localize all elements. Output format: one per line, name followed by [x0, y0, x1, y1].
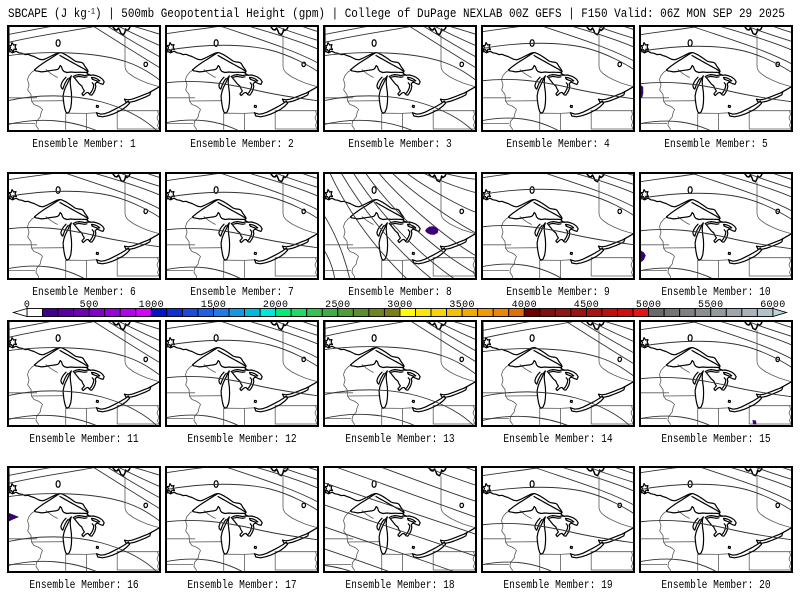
- svg-text:Ensemble Member: 11: Ensemble Member: 11: [29, 432, 138, 446]
- svg-text:5500: 5500: [698, 300, 723, 311]
- svg-text:Ensemble Member: 14: Ensemble Member: 14: [503, 432, 612, 446]
- svg-text:Ensemble Member: 10: Ensemble Member: 10: [661, 285, 770, 299]
- svg-text:Ensemble Member: 4: Ensemble Member: 4: [506, 137, 610, 151]
- svg-text:Ensemble Member: 15: Ensemble Member: 15: [661, 432, 770, 446]
- svg-text:Ensemble Member: 12: Ensemble Member: 12: [187, 432, 296, 446]
- svg-text:Ensemble Member: 7: Ensemble Member: 7: [190, 285, 294, 299]
- svg-text:4000: 4000: [512, 300, 537, 311]
- svg-text:Ensemble Member: 18: Ensemble Member: 18: [345, 578, 454, 592]
- svg-text:1000: 1000: [139, 300, 164, 311]
- svg-text:Ensemble Member: 8: Ensemble Member: 8: [348, 285, 452, 299]
- svg-text:Ensemble Member: 9: Ensemble Member: 9: [506, 285, 610, 299]
- svg-text:Ensemble Member: 2: Ensemble Member: 2: [190, 137, 294, 151]
- svg-text:Ensemble Member: 1: Ensemble Member: 1: [32, 137, 136, 151]
- svg-text:500: 500: [80, 300, 99, 311]
- svg-text:Ensemble Member: 5: Ensemble Member: 5: [664, 137, 768, 151]
- svg-text:Ensemble Member: 3: Ensemble Member: 3: [348, 137, 452, 151]
- svg-text:3500: 3500: [449, 300, 474, 311]
- svg-text:1500: 1500: [201, 300, 226, 311]
- svg-text:Ensemble Member: 17: Ensemble Member: 17: [187, 578, 296, 592]
- svg-text:Ensemble Member: 13: Ensemble Member: 13: [345, 432, 454, 446]
- svg-text:SBCAPE (J kg-1) | 500mb Geopot: SBCAPE (J kg-1) | 500mb Geopotential Hei…: [8, 7, 785, 21]
- svg-text:Ensemble Member: 6: Ensemble Member: 6: [32, 285, 136, 299]
- svg-text:6000: 6000: [760, 300, 785, 311]
- svg-text:2000: 2000: [263, 300, 288, 311]
- svg-text:4500: 4500: [574, 300, 599, 311]
- svg-text:Ensemble Member: 19: Ensemble Member: 19: [503, 578, 612, 592]
- svg-text:0: 0: [24, 300, 30, 311]
- svg-text:2500: 2500: [325, 300, 350, 311]
- svg-text:5000: 5000: [636, 300, 661, 311]
- svg-text:3000: 3000: [387, 300, 412, 311]
- svg-text:Ensemble Member: 16: Ensemble Member: 16: [29, 578, 138, 592]
- svg-text:Ensemble Member: 20: Ensemble Member: 20: [661, 578, 770, 592]
